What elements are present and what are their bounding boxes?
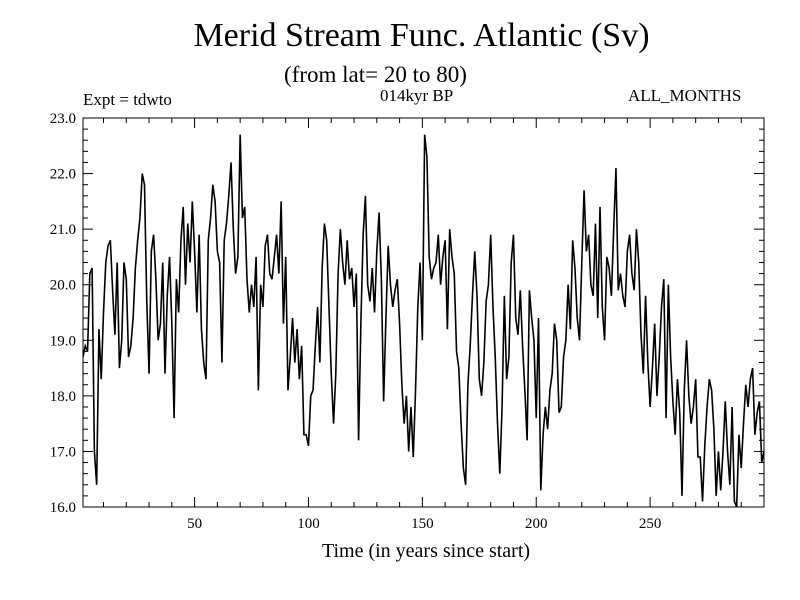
- y-tick-label: 22.0: [50, 167, 76, 183]
- series-line-merid-stream-func-atlantic: [83, 134, 764, 507]
- y-tick-label: 16.0: [50, 500, 76, 516]
- y-tick-label: 20.0: [50, 278, 76, 294]
- period-label: 014kyr BP: [380, 86, 454, 105]
- y-tick-label: 18.0: [50, 389, 76, 405]
- experiment-label: Expt = tdwto: [83, 90, 172, 109]
- y-tick-label: 17.0: [50, 444, 76, 460]
- x-tick-label: 50: [187, 516, 202, 532]
- y-tick-label: 21.0: [50, 222, 76, 238]
- x-tick-label: 200: [525, 516, 548, 532]
- y-tick-label: 23.0: [50, 111, 76, 127]
- y-tick-label: 19.0: [50, 333, 76, 349]
- axis-tick-labels: 50 100 150 200 250 16.0 17.0 18.0 19.0 20.0 21.0 22…: [50, 111, 662, 532]
- chart-subtitle: (from lat= 20 to 80): [284, 62, 467, 87]
- x-axis-label: Time (in years since start): [321, 540, 531, 562]
- months-label: ALL_MONTHS: [628, 86, 742, 105]
- chart-title: Merid Stream Func. Atlantic (Sv): [193, 17, 650, 54]
- plot-frame: [82, 117, 765, 508]
- x-tick-label: 150: [411, 516, 434, 532]
- x-tick-label: 100: [297, 516, 320, 532]
- x-tick-label: 250: [639, 516, 662, 532]
- series-group: [83, 134, 764, 507]
